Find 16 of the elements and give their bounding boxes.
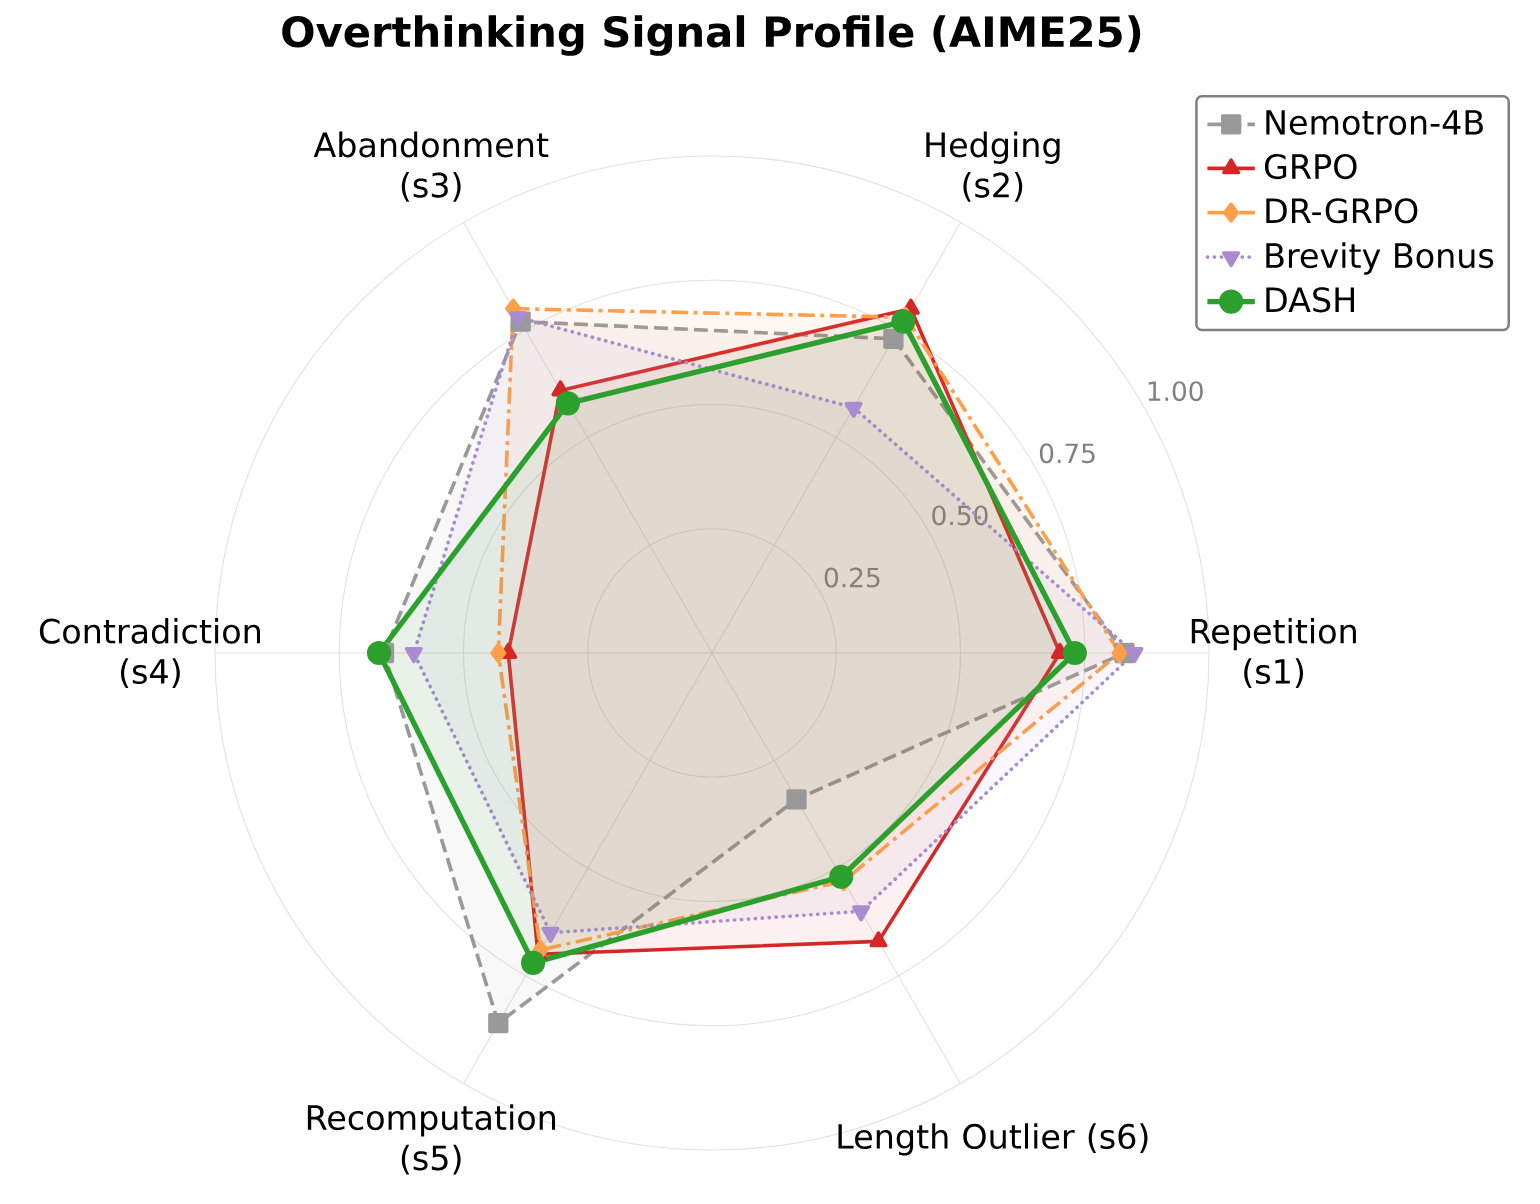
legend-label: GRPO bbox=[1264, 153, 1357, 180]
y-tick-label: 0.75 bbox=[1039, 443, 1095, 464]
spoke-label: Hedging (s2) bbox=[926, 131, 1060, 202]
legend-label: Brevity Bonus bbox=[1266, 242, 1494, 275]
chart-title: Overthinking Signal Profile (AIME25) bbox=[282, 15, 1141, 56]
spoke-label: Contradiction (s4) bbox=[39, 617, 260, 689]
y-tick-label: 0.25 bbox=[824, 567, 880, 588]
legend-label: Nemotron-4B bbox=[1266, 110, 1483, 135]
spoke-label: Abandonment (s3) bbox=[313, 131, 549, 202]
legend-label: DASH bbox=[1266, 287, 1354, 313]
spoke-label: Recomputation (s5) bbox=[307, 1104, 556, 1175]
y-tick-label: 1.00 bbox=[1148, 381, 1203, 402]
spoke-label: Length Outlier (s6) bbox=[838, 1123, 1148, 1156]
y-tick-label: 0.50 bbox=[932, 505, 988, 526]
spoke-label: Repetition (s1) bbox=[1191, 617, 1356, 689]
legend-label: DR-GRPO bbox=[1266, 198, 1418, 224]
